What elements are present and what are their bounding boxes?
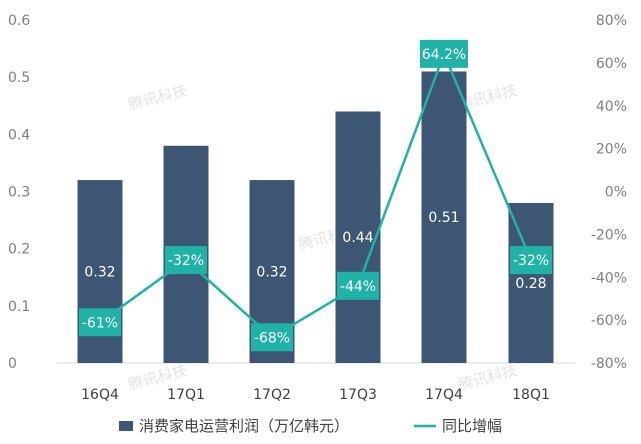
watermark-4: 腾讯科技 bbox=[456, 361, 519, 394]
legend-bar-label: 消费家电运营利润（万亿韩元） bbox=[139, 417, 349, 435]
category-17Q1: 17Q1 bbox=[167, 387, 205, 403]
bar-18Q1 bbox=[508, 202, 554, 363]
growth-label-18Q1: -32% bbox=[510, 246, 552, 275]
growth-label-text: -32% bbox=[513, 253, 549, 269]
growth-label-box bbox=[251, 323, 293, 352]
category-17Q2: 17Q2 bbox=[253, 387, 291, 403]
growth-label-text: -32% bbox=[168, 253, 204, 269]
growth-label-box bbox=[420, 39, 468, 68]
category-18Q1: 18Q1 bbox=[512, 387, 550, 403]
legend-bar-swatch bbox=[119, 421, 133, 431]
bar-label-17Q2: 0.32 bbox=[256, 265, 287, 281]
left-tick-label: 0.2 bbox=[8, 242, 30, 258]
bar-label-17Q3: 0.44 bbox=[342, 230, 373, 246]
right-tick-label: 60% bbox=[596, 56, 627, 72]
legend-line-label: 同比增幅 bbox=[442, 417, 502, 435]
left-tick-label: 0.1 bbox=[8, 299, 30, 315]
left-tick-label: 0.5 bbox=[8, 70, 30, 86]
bar-value-labels: 0.320.380.320.440.510.28 bbox=[84, 210, 546, 292]
growth-label-box bbox=[165, 246, 207, 275]
right-axis: -80% -60% -40% -20% 0% 20% 40% 60% 80% bbox=[591, 13, 627, 372]
watermark-0: 腾讯科技 bbox=[126, 81, 189, 114]
bar-series bbox=[77, 71, 554, 363]
growth-label-box bbox=[510, 246, 552, 275]
right-tick-label: -60% bbox=[591, 313, 627, 329]
right-tick-label: -80% bbox=[591, 356, 627, 372]
left-axis: 0 0.1 0.2 0.3 0.4 0.5 0.6 bbox=[8, 13, 30, 372]
left-tick-label: 0 bbox=[8, 356, 17, 372]
growth-label-text: -44% bbox=[340, 279, 376, 295]
category-17Q3: 17Q3 bbox=[339, 387, 377, 403]
bar-label-18Q1: 0.28 bbox=[515, 276, 546, 292]
legend: 消费家电运营利润（万亿韩元） 同比增幅 bbox=[119, 417, 502, 435]
left-tick-label: 0.6 bbox=[8, 13, 30, 29]
growth-label-text: 64.2% bbox=[422, 47, 466, 63]
growth-value-labels: -61% -32% -68% -44% 64.2% -32% bbox=[79, 39, 552, 352]
growth-label-17Q2: -68% bbox=[251, 323, 293, 352]
right-tick-label: -20% bbox=[591, 227, 627, 243]
category-labels: 16Q4 17Q1 17Q2 17Q3 17Q4 18Q1 bbox=[81, 387, 550, 403]
growth-label-17Q4: 64.2% bbox=[420, 39, 468, 68]
left-tick-label: 0.3 bbox=[8, 185, 30, 201]
right-tick-label: 20% bbox=[596, 142, 627, 158]
growth-label-box bbox=[337, 271, 379, 300]
category-17Q4: 17Q4 bbox=[425, 387, 463, 403]
left-tick-label: 0.4 bbox=[8, 127, 30, 143]
growth-label-17Q3: -44% bbox=[337, 271, 379, 300]
bar-17Q4 bbox=[421, 71, 467, 363]
bar-17Q3 bbox=[335, 111, 381, 363]
growth-label-17Q1: -32% bbox=[165, 246, 207, 275]
growth-label-text: -68% bbox=[254, 330, 290, 346]
growth-label-16Q4: -61% bbox=[79, 308, 121, 337]
right-tick-label: 80% bbox=[596, 13, 627, 29]
growth-label-text: -61% bbox=[82, 315, 118, 331]
bar-label-17Q4: 0.51 bbox=[428, 210, 459, 226]
bar-label-16Q4: 0.32 bbox=[84, 265, 115, 281]
right-tick-label: -40% bbox=[591, 270, 627, 286]
right-tick-label: 40% bbox=[596, 99, 627, 115]
category-16Q4: 16Q4 bbox=[81, 387, 119, 403]
growth-label-box bbox=[79, 308, 121, 337]
right-tick-label: 0% bbox=[605, 185, 627, 201]
